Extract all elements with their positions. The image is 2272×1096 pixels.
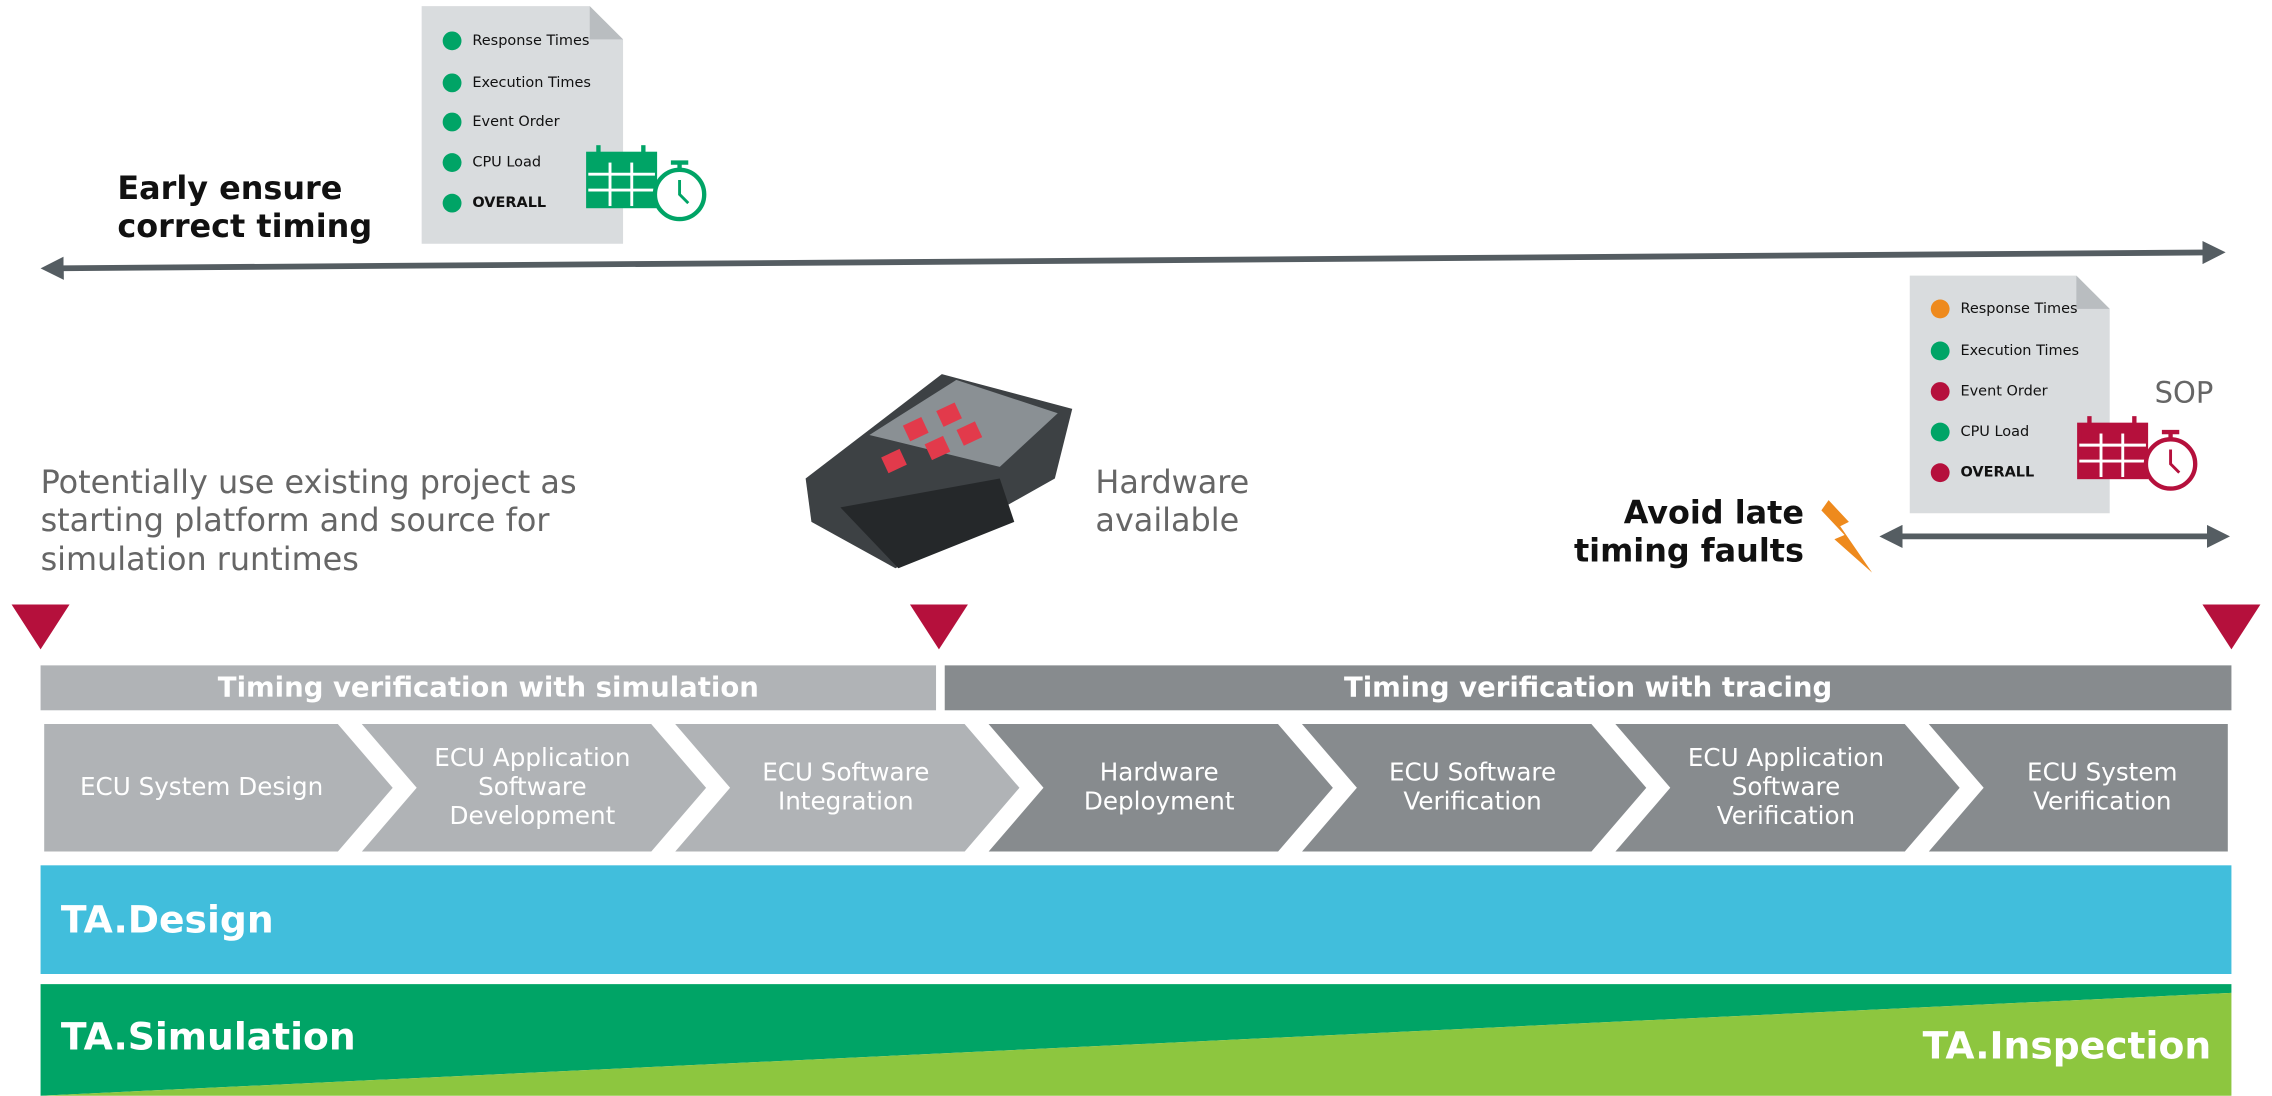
status-dot [443,113,462,132]
status-label: Event Order [1960,384,2047,400]
status-label: CPU Load [472,155,541,171]
step-label: Verification [1403,786,1541,815]
step-label: ECU Application [1688,743,1884,772]
status-label: Execution Times [1960,343,2079,359]
status-label: Event Order [472,114,559,130]
status-dot [443,153,462,172]
step-label: ECU System [2027,757,2177,786]
status-label: OVERALL [472,195,546,211]
early-note: correct timing [117,207,372,245]
status-dot [1931,342,1950,361]
step-label: Integration [778,786,914,815]
tool-label: TA.Design [61,897,274,941]
reuse-note: simulation runtimes [41,540,359,578]
sop-label: SOP [2155,375,2214,409]
timing-icon [588,145,704,219]
reuse-note: starting platform and source for [41,501,551,539]
timing-icon [2079,416,2195,488]
step-label: Software [1732,772,1841,801]
report-fold [2076,276,2109,309]
milestone-marker [12,605,70,650]
status-dot [1931,463,1950,482]
status-label: CPU Load [1960,424,2029,440]
step-label: ECU System Design [80,772,323,801]
step-label: Verification [2033,786,2171,815]
early-note: Early ensure [117,169,342,207]
step-label: ECU Software [1389,757,1556,786]
diagram: Response Times Execution Times Event Order… [0,0,2272,1096]
tool-label: TA.Inspection [1923,1023,2212,1067]
tool-bar [41,865,2232,974]
late-note: timing faults [1574,531,1804,569]
ecu-image [806,374,1073,568]
hardware-note: available [1095,501,1239,539]
status-dot [1931,300,1950,319]
milestone-marker [910,605,968,650]
status-dot [443,31,462,50]
status-dot [443,73,462,92]
phase-label: Timing verification with simulation [218,672,759,704]
status-dot [443,194,462,213]
timeline-arrow [49,252,2217,268]
milestone-marker [2202,605,2260,650]
status-label: Response Times [1960,301,2077,317]
step-label: Deployment [1084,786,1235,815]
step-label: Verification [1717,801,1855,830]
step-label: Hardware [1100,757,1219,786]
step-label: ECU Application [434,743,630,772]
status-label: Execution Times [472,75,591,91]
hardware-note: Hardware [1095,463,1249,501]
status-label: OVERALL [1960,465,2034,481]
step-label: ECU Software [762,757,929,786]
status-label: Response Times [472,33,589,49]
tool-label: TA.Simulation [61,1015,356,1059]
lightning-icon [1821,500,1872,572]
reuse-note: Potentially use existing project as [41,463,577,501]
late-note: Avoid late [1624,494,1804,532]
report-fold [590,6,623,39]
step-label: Development [450,801,616,830]
step-label: Software [478,772,587,801]
status-dot [1931,423,1950,442]
status-dot [1931,382,1950,401]
phase-label: Timing verification with tracing [1344,672,1832,704]
